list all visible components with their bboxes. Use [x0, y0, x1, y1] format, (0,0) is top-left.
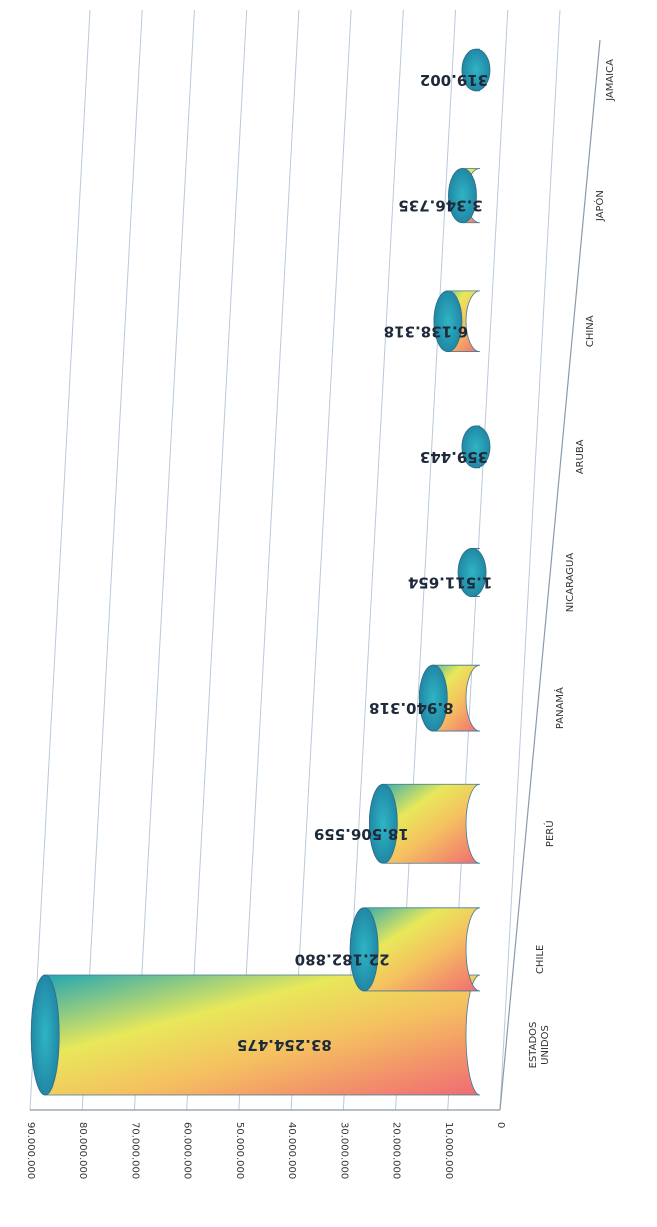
category-label: CHILE: [535, 945, 546, 974]
bar-cylinder: [30, 974, 481, 1096]
bar-cap: [457, 547, 487, 598]
labels: 83.254.475 ESTADOSUNIDOS 22.182.880 CHILE 18…: [237, 59, 616, 1068]
category-label: NICARAGUA: [565, 553, 576, 613]
y-tick-label: 20.000.000: [391, 1122, 402, 1179]
gridline: [133, 9, 195, 1111]
category-label: JAMAICA: [605, 59, 616, 102]
y-tick-label: 50.000.000: [234, 1122, 245, 1179]
data-label: 6.138.318: [384, 322, 468, 340]
bar-cylinder: [461, 48, 491, 92]
data-label: 359.443: [420, 448, 488, 466]
gridline: [290, 9, 352, 1111]
y-tick-label: 40.000.000: [286, 1122, 297, 1179]
bar-cylinder: [418, 664, 481, 732]
category-label: JAPÓN: [593, 190, 606, 222]
bar-cylinder: [368, 783, 481, 864]
data-label: 1.511.654: [408, 574, 492, 592]
category-label: PANAMÁ: [553, 687, 566, 729]
bar-cap: [461, 425, 491, 469]
category-label: ESTADOSUNIDOS: [528, 1022, 551, 1069]
bar-cylinder: [433, 290, 481, 353]
bar-cylinder: [461, 425, 491, 469]
data-label: 18.506.559: [314, 825, 409, 843]
y-tick-label: 60.000.000: [182, 1122, 193, 1179]
bar-cylinder: [349, 907, 481, 992]
bars: [30, 48, 491, 1096]
bar-cap: [349, 907, 379, 992]
category-label: CHINA: [585, 315, 596, 347]
data-label: 22.182.880: [295, 950, 390, 968]
y-tick-label: 10.000.000: [443, 1122, 454, 1179]
bar-cap: [368, 783, 398, 864]
category-label: ARUBA: [575, 439, 586, 474]
gridline: [238, 9, 300, 1111]
gridline: [81, 9, 143, 1111]
y-tick-label: 90.000.000: [25, 1122, 36, 1179]
bar-cap: [30, 974, 60, 1096]
bar-cap: [418, 664, 448, 732]
bar-cap: [461, 48, 491, 92]
bar-cylinder: [448, 168, 481, 224]
y-tick-label: 0: [495, 1122, 506, 1128]
data-label: 3.346.735: [398, 197, 482, 215]
y-tick-label: 30.000.000: [338, 1122, 349, 1179]
y-tick-label: 70.000.000: [129, 1122, 140, 1179]
category-axis: [499, 39, 601, 1111]
data-label: 8.940.318: [369, 699, 453, 717]
y-tick-label: 80.000.000: [77, 1122, 88, 1179]
data-label: 83.254.475: [237, 1036, 332, 1054]
bar-cylinder: [457, 547, 487, 598]
axes: 0 10.000.000 20.000.000 30.000.000 40.000.00…: [25, 39, 601, 1179]
category-label: PERÚ: [543, 820, 556, 847]
bar-cap: [433, 290, 463, 353]
data-label: 319.002: [420, 71, 488, 89]
gridline: [186, 9, 248, 1111]
gridline: [499, 9, 561, 1111]
bar-body: [30, 974, 481, 1096]
gridline: [29, 9, 91, 1111]
bar-cap: [448, 168, 477, 224]
